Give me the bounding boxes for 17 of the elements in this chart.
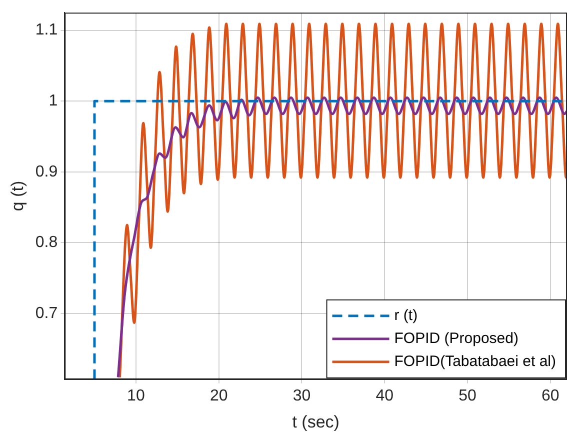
y-axis-title: q (t) — [8, 180, 27, 212]
x-tick-label: 40 — [376, 387, 394, 404]
line-series — [118, 22, 567, 379]
x-tick-label: 20 — [210, 387, 228, 404]
legend-label: FOPID (Proposed) — [394, 330, 518, 348]
x-tick-label: 60 — [542, 387, 560, 404]
y-tick-label: 1 — [48, 92, 58, 110]
x-tick-label: 50 — [458, 387, 477, 404]
x-tick-label: 30 — [292, 387, 311, 404]
legend-label: FOPID(Tabatabaei et al) — [394, 353, 556, 370]
y-tick-label: 0.7 — [35, 304, 58, 322]
legend-label: r (t) — [394, 307, 418, 324]
y-tick-label: 0.8 — [35, 234, 58, 252]
y-tick-label: 0.9 — [35, 163, 58, 180]
x-axis-title: t (sec) — [292, 412, 340, 432]
y-tick-label: 1.1 — [35, 22, 58, 39]
x-tick-label: 10 — [127, 387, 145, 404]
